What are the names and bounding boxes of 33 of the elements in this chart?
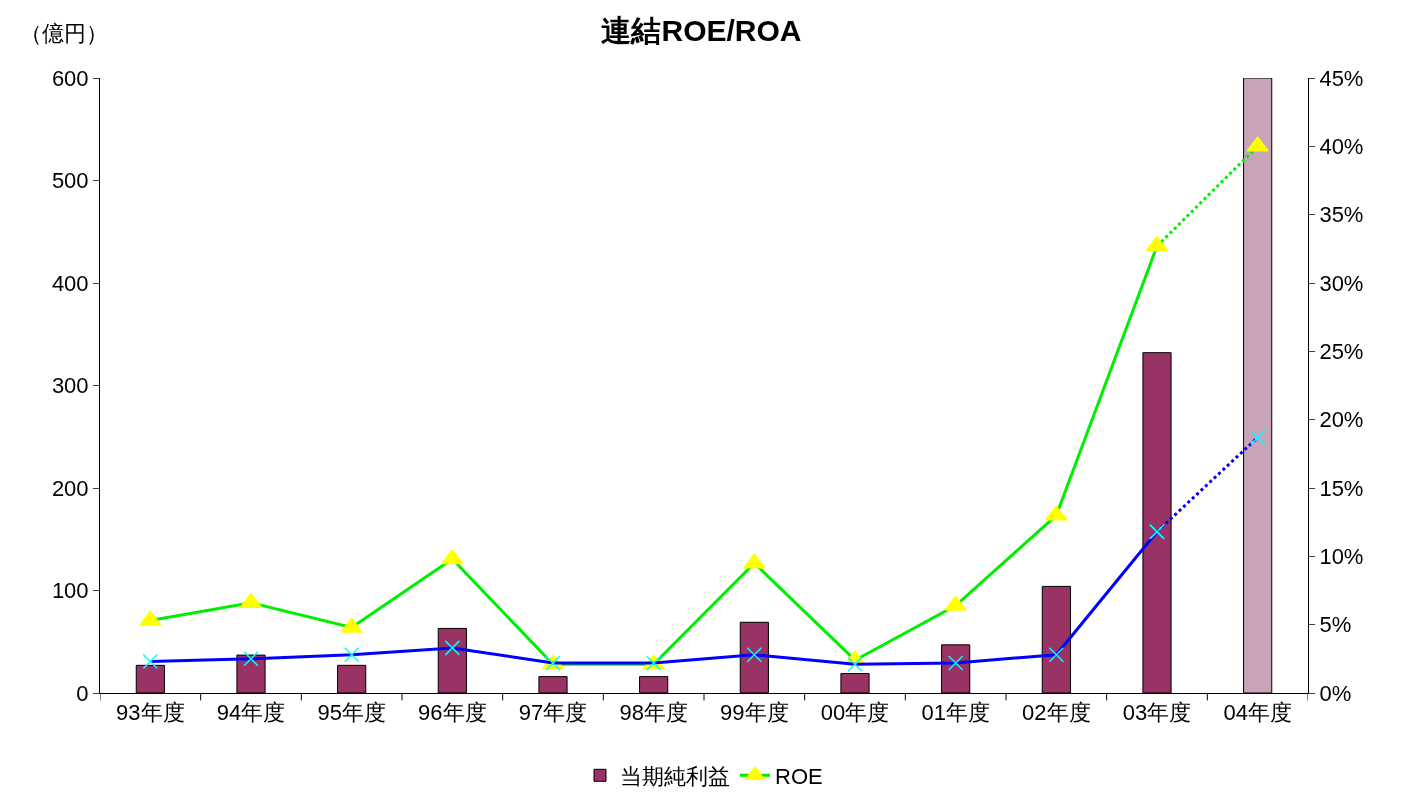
legend-label: ROE xyxy=(775,763,823,789)
y2-tick-label: 40% xyxy=(1319,134,1364,160)
x-tick-label: 96年度 xyxy=(418,700,487,726)
y2-tick-label: 20% xyxy=(1319,407,1364,433)
x-tick-label: 94年度 xyxy=(216,700,286,726)
y-tick-label: 200 xyxy=(51,475,89,501)
x-tick-label: 03年度 xyxy=(1122,700,1192,726)
y2-tick-label: 25% xyxy=(1319,339,1364,365)
x-tick-label: 02年度 xyxy=(1022,700,1091,726)
y-tick-label: 300 xyxy=(51,373,89,399)
y2-tick-label: 30% xyxy=(1319,270,1364,296)
y2-tick-label: 5% xyxy=(1319,612,1352,638)
y-axis-title: （億円） xyxy=(20,21,108,46)
x-tick-label: 04年度 xyxy=(1223,700,1292,726)
y-tick-label: 0 xyxy=(76,680,89,706)
x-tick-label: 98年度 xyxy=(619,700,688,726)
x-tick-label: 01年度 xyxy=(921,700,990,726)
y2-tick-label: 45% xyxy=(1319,65,1364,91)
y2-tick-label: 15% xyxy=(1319,475,1364,501)
y2-tick-label: 10% xyxy=(1319,544,1364,570)
x-tick-label: 93年度 xyxy=(116,700,185,726)
y2-tick-label: 35% xyxy=(1319,202,1364,228)
y-tick-label: 100 xyxy=(51,578,89,604)
x-tick-label: 00年度 xyxy=(820,700,890,726)
x-tick-label: 97年度 xyxy=(518,700,588,726)
y2-tick-label: 0% xyxy=(1319,680,1352,706)
y-tick-label: 400 xyxy=(51,270,89,296)
x-tick-label: 99年度 xyxy=(720,700,789,726)
y-tick-label: 600 xyxy=(51,65,89,91)
y-tick-label: 500 xyxy=(51,168,89,194)
legend-label: 当期純利益 xyxy=(620,763,730,789)
chart-title: 連結ROE/ROA xyxy=(601,14,802,48)
x-tick-label: 95年度 xyxy=(317,700,386,726)
